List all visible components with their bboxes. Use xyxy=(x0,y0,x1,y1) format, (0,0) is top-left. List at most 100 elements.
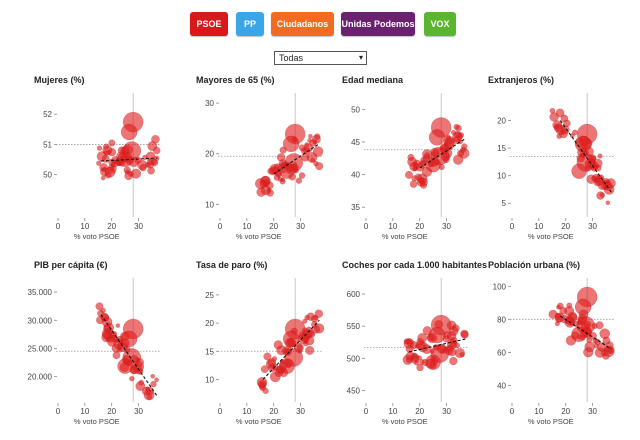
data-point[interactable] xyxy=(141,386,151,396)
data-point[interactable] xyxy=(154,377,159,383)
data-point[interactable] xyxy=(411,175,418,182)
data-point[interactable] xyxy=(556,305,561,310)
data-point[interactable] xyxy=(600,182,608,189)
data-point[interactable] xyxy=(117,358,133,374)
data-point[interactable] xyxy=(147,166,155,175)
data-point[interactable] xyxy=(273,340,283,350)
data-point[interactable] xyxy=(574,298,592,316)
data-point[interactable] xyxy=(311,134,321,144)
data-point[interactable] xyxy=(571,326,587,342)
data-point[interactable] xyxy=(150,373,156,379)
data-point[interactable] xyxy=(314,309,324,318)
data-point[interactable] xyxy=(559,306,568,315)
data-point[interactable] xyxy=(407,156,417,167)
data-point[interactable] xyxy=(112,351,121,360)
data-point[interactable] xyxy=(593,178,602,187)
data-point[interactable] xyxy=(572,129,578,136)
data-point[interactable] xyxy=(147,141,158,152)
data-point[interactable] xyxy=(117,151,133,168)
data-point[interactable] xyxy=(308,133,313,139)
data-point[interactable] xyxy=(460,146,467,153)
data-point[interactable] xyxy=(274,368,284,378)
data-point[interactable] xyxy=(446,344,454,352)
data-point[interactable] xyxy=(266,189,274,197)
data-point[interactable] xyxy=(96,160,102,166)
data-point[interactable] xyxy=(129,375,135,382)
data-point[interactable] xyxy=(107,148,117,157)
data-point[interactable] xyxy=(279,358,295,374)
data-point[interactable] xyxy=(554,321,560,327)
data-point[interactable] xyxy=(115,323,121,328)
data-point[interactable] xyxy=(150,380,157,388)
data-point[interactable] xyxy=(282,135,300,153)
data-point[interactable] xyxy=(96,145,103,151)
data-point[interactable] xyxy=(419,359,425,365)
data-point[interactable] xyxy=(565,316,575,326)
data-point[interactable] xyxy=(418,176,425,183)
data-point[interactable] xyxy=(594,347,606,358)
data-point[interactable] xyxy=(596,191,605,200)
data-point[interactable] xyxy=(100,175,106,181)
data-point[interactable] xyxy=(571,163,587,180)
data-point[interactable] xyxy=(267,358,277,367)
data-point[interactable] xyxy=(295,177,303,184)
data-point[interactable] xyxy=(298,172,306,179)
data-point[interactable] xyxy=(263,352,272,361)
data-point[interactable] xyxy=(558,129,568,139)
data-point[interactable] xyxy=(282,330,300,348)
data-point[interactable] xyxy=(100,307,106,314)
data-point[interactable] xyxy=(428,326,446,344)
data-point[interactable] xyxy=(549,107,556,114)
data-point[interactable] xyxy=(107,337,117,347)
data-point[interactable] xyxy=(460,329,469,338)
party-button-unidas-podemos[interactable]: Unidas Podemos xyxy=(341,12,415,36)
data-point[interactable] xyxy=(452,131,463,143)
data-point[interactable] xyxy=(406,339,412,345)
data-point[interactable] xyxy=(555,108,565,118)
data-point[interactable] xyxy=(606,341,614,349)
data-point[interactable] xyxy=(267,167,274,175)
data-point[interactable] xyxy=(405,170,413,179)
data-point[interactable] xyxy=(584,341,595,353)
region-filter-select[interactable]: Todas ▾ xyxy=(274,51,367,65)
data-point[interactable] xyxy=(124,171,133,181)
data-point[interactable] xyxy=(277,176,283,182)
data-point[interactable] xyxy=(413,360,420,366)
data-point[interactable] xyxy=(103,143,110,150)
data-point[interactable] xyxy=(310,314,319,323)
data-point[interactable] xyxy=(452,154,464,165)
data-point[interactable] xyxy=(428,129,446,146)
data-point[interactable] xyxy=(597,153,603,159)
data-point[interactable] xyxy=(265,181,274,190)
data-point[interactable] xyxy=(594,164,602,172)
data-point[interactable] xyxy=(102,167,107,172)
data-point[interactable] xyxy=(307,138,312,143)
data-point[interactable] xyxy=(151,158,158,165)
data-point[interactable] xyxy=(560,114,569,123)
data-point[interactable] xyxy=(108,139,116,147)
data-point[interactable] xyxy=(256,187,266,197)
data-point[interactable] xyxy=(449,356,458,366)
data-point[interactable] xyxy=(599,328,611,339)
data-point[interactable] xyxy=(312,146,324,157)
data-point[interactable] xyxy=(303,146,311,155)
party-button-psoe[interactable]: PSOE xyxy=(190,12,228,36)
data-point[interactable] xyxy=(416,363,424,372)
data-point[interactable] xyxy=(605,200,611,206)
data-point[interactable] xyxy=(305,345,315,355)
data-point[interactable] xyxy=(120,330,138,348)
data-point[interactable] xyxy=(258,379,267,389)
data-point[interactable] xyxy=(138,379,145,386)
data-point[interactable] xyxy=(260,365,269,374)
data-point[interactable] xyxy=(454,347,465,359)
data-point[interactable] xyxy=(296,344,303,351)
party-button-ciudadanos[interactable]: Ciudadanos xyxy=(271,12,334,36)
data-point[interactable] xyxy=(254,178,266,189)
data-point[interactable] xyxy=(554,312,565,323)
data-point[interactable] xyxy=(453,123,460,130)
data-point[interactable] xyxy=(104,166,116,178)
data-point[interactable] xyxy=(315,162,324,171)
data-point[interactable] xyxy=(120,123,138,141)
data-point[interactable] xyxy=(302,318,308,325)
data-point[interactable] xyxy=(95,302,104,311)
